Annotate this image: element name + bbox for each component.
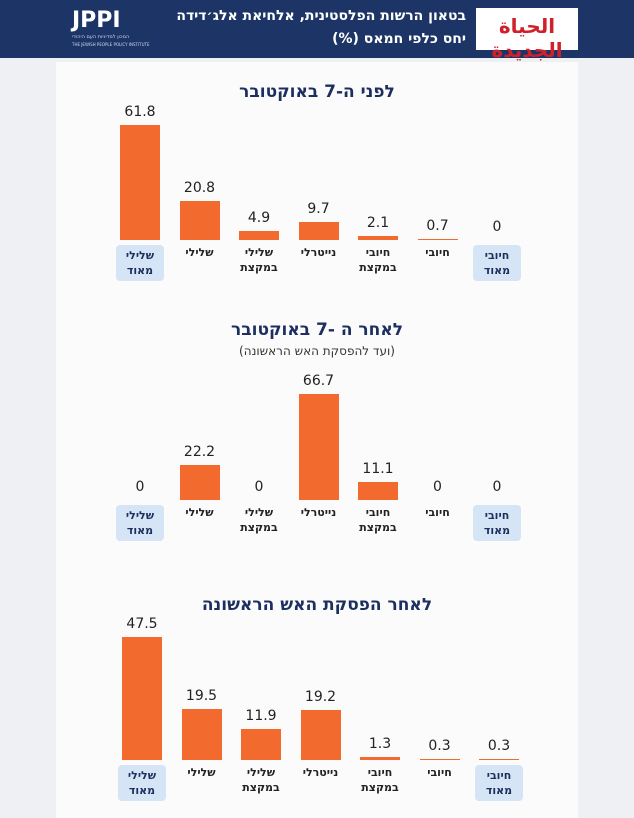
value-label: 0.3 bbox=[428, 738, 451, 755]
category-label: חיובי במקצת bbox=[359, 246, 397, 274]
bar bbox=[239, 230, 279, 240]
category-label: חיובי מאוד bbox=[475, 765, 523, 801]
bar bbox=[122, 636, 162, 760]
logo-english: THE JEWISH PEOPLE POLICY INSTITUTE bbox=[72, 42, 150, 47]
chart-title: לפני ה-7 באוקטובר bbox=[239, 82, 395, 102]
bar bbox=[241, 729, 281, 760]
bar bbox=[479, 759, 519, 760]
category-label: חיובי מאוד bbox=[473, 245, 521, 281]
header: JPPI המכון למדיניות העם היהודי THE JEWIS… bbox=[0, 0, 634, 62]
category-label: חיובי bbox=[425, 246, 450, 259]
chart-title: לאחר הפסקת האש הראשונה bbox=[201, 595, 433, 615]
bar bbox=[179, 464, 220, 500]
category-label: נייטרלי bbox=[300, 506, 337, 519]
value-label: 0 bbox=[135, 479, 145, 495]
bar bbox=[358, 482, 398, 500]
category-label: חיובי במקצת bbox=[361, 766, 399, 794]
header-title: בטאון הרשות הפלסטינית, אלחיאת אלג׳דידה bbox=[176, 8, 466, 24]
chart-title: לאחר ה -7 באוקטובר bbox=[231, 320, 403, 340]
category-label: נייטרלי bbox=[302, 766, 339, 779]
value-label: 1.3 bbox=[368, 735, 392, 752]
value-label: 0 bbox=[433, 479, 442, 495]
category-label: שלילי מאוד bbox=[116, 245, 164, 281]
bar bbox=[181, 709, 222, 760]
category-label: חיובי מאוד bbox=[473, 505, 521, 541]
header-subtitle: יחס כלפי חמאס (%) bbox=[332, 31, 466, 47]
value-label: 66.7 bbox=[302, 373, 335, 390]
category-label: שלילי bbox=[185, 246, 214, 259]
value-label: 0 bbox=[492, 479, 502, 495]
category-label: שלילי bbox=[187, 766, 216, 779]
value-label: 47.5 bbox=[126, 615, 158, 632]
category-label: שלילי במקצת bbox=[242, 766, 280, 794]
value-label: 19.2 bbox=[304, 689, 337, 706]
bar bbox=[300, 710, 341, 760]
category-label: נייטרלי bbox=[300, 246, 337, 259]
value-label: 11.1 bbox=[362, 461, 394, 478]
category-label: חיובי bbox=[425, 506, 450, 519]
bar bbox=[360, 756, 400, 760]
value-label: 22.2 bbox=[183, 443, 216, 460]
category-label: חיובי במקצת bbox=[359, 506, 397, 534]
bar bbox=[417, 238, 458, 240]
value-label: 0.3 bbox=[487, 738, 511, 755]
value-label: 19.5 bbox=[185, 688, 218, 705]
bar bbox=[298, 394, 339, 500]
bar bbox=[358, 236, 398, 240]
source-logo: الحياة الجديدة bbox=[491, 14, 563, 62]
category-label: שלילי bbox=[185, 506, 214, 519]
value-label: 0.7 bbox=[426, 217, 449, 234]
category-label: חיובי bbox=[427, 766, 452, 779]
bar bbox=[179, 201, 220, 240]
source-logo-box: الحياة الجديدة bbox=[476, 8, 578, 62]
value-label: 61.8 bbox=[124, 104, 156, 121]
logo-name: JPPI bbox=[72, 8, 121, 33]
category-label: שלילי מאוד bbox=[116, 505, 164, 541]
bar bbox=[120, 125, 160, 240]
value-label: 9.7 bbox=[307, 200, 330, 217]
value-label: 11.9 bbox=[245, 708, 277, 725]
bar bbox=[298, 221, 339, 240]
chart-subtitle: (ועד להפסקת האש הראשונה) bbox=[239, 344, 395, 358]
value-label: 4.9 bbox=[247, 209, 271, 226]
category-label: שלילי מאוד bbox=[118, 765, 166, 801]
bar bbox=[419, 759, 460, 760]
category-label: שלילי במקצת bbox=[240, 246, 278, 274]
value-label: 0 bbox=[254, 479, 264, 495]
logo-hebrew: המכון למדיניות העם היהודי bbox=[72, 34, 130, 40]
value-label: 0 bbox=[492, 219, 502, 235]
value-label: 20.8 bbox=[183, 180, 216, 197]
category-label: שלילי במקצת bbox=[240, 506, 278, 534]
value-label: 2.1 bbox=[366, 215, 390, 232]
